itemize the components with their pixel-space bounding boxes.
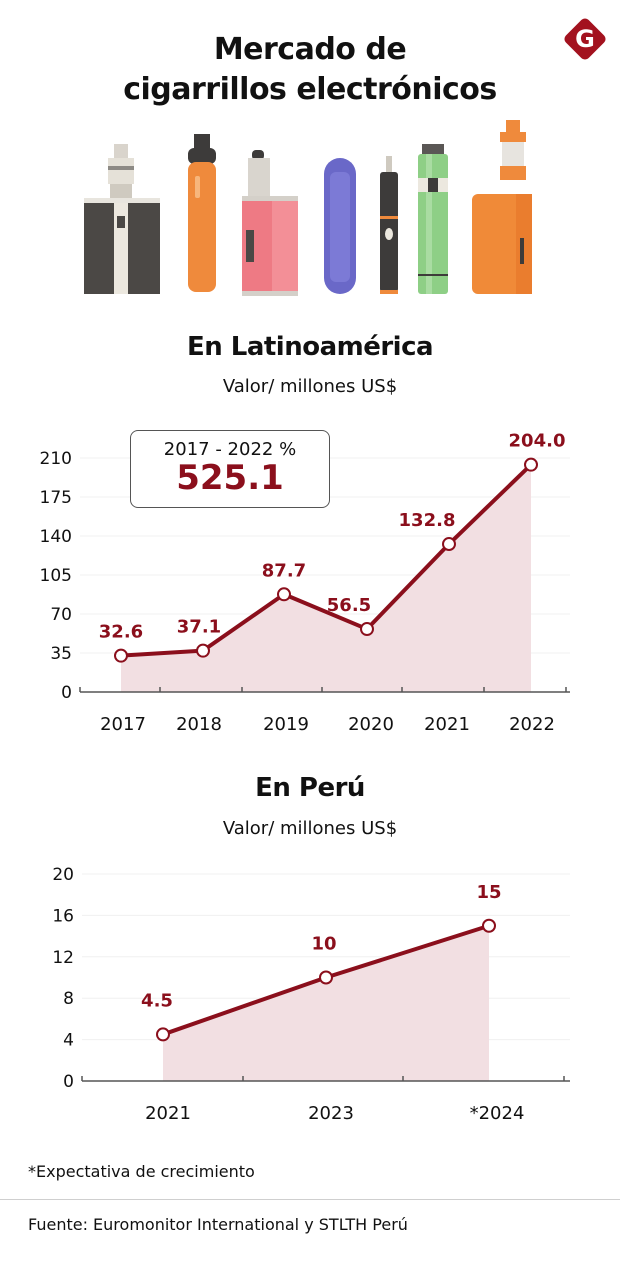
y-tick-label: 140 <box>40 527 72 547</box>
x-tick-label: 2019 <box>263 714 309 735</box>
y-tick-label: 20 <box>52 865 74 885</box>
growth-kpi-value: 525.1 <box>176 458 284 498</box>
peru-section-subtitle: Valor/ millones US$ <box>222 818 398 839</box>
x-tick-label: 2021 <box>145 1103 191 1124</box>
pod-vape-purple-icon <box>324 158 356 294</box>
data-point <box>524 457 538 472</box>
y-tick-label: 0 <box>63 1072 74 1092</box>
data-point <box>277 587 291 602</box>
y-tick-label: 4 <box>63 1031 74 1051</box>
x-tick-label: 2020 <box>348 714 394 735</box>
data-point <box>360 622 374 637</box>
data-label: 10 <box>311 934 336 955</box>
data-point <box>114 648 128 663</box>
x-tick-label: *2024 <box>470 1103 525 1124</box>
growth-kpi-box: 2017 - 2022 % 525.1 <box>130 430 330 508</box>
latam-section-subtitle: Valor/ millones US$ <box>222 376 398 397</box>
box-mod-pink-icon <box>242 150 298 296</box>
latam-chart-svg: 0 35 70 105 140 175 210 32.6 37.1 87.7 56.5 132.8 20… <box>40 431 570 735</box>
data-label: 4.5 <box>141 990 173 1011</box>
tube-mod-green-icon <box>418 144 448 294</box>
footnote: *Expectativa de crecimiento <box>28 1162 255 1181</box>
data-label: 15 <box>476 882 501 903</box>
data-label: 37.1 <box>177 617 221 638</box>
data-label: 87.7 <box>262 560 306 581</box>
svg-text:G: G <box>575 25 595 53</box>
data-label: 204.0 <box>509 431 566 452</box>
data-label: 32.6 <box>99 622 143 643</box>
y-tick-label: 210 <box>40 449 72 469</box>
series-line <box>120 463 533 658</box>
peru-section-title: En Perú <box>255 773 365 803</box>
latam-chart: 0 35 70 105 140 175 210 32.6 37.1 87.7 56.5 132.8 20… <box>0 420 620 750</box>
y-tick-label: 175 <box>40 488 72 508</box>
title-line-2: cigarrillos electrónicos <box>123 72 497 107</box>
x-tick-label: 2017 <box>100 714 146 735</box>
y-tick-label: 35 <box>50 644 72 664</box>
y-tick-label: 12 <box>52 948 74 968</box>
pen-vape-orange-icon <box>188 134 216 292</box>
box-mod-gray-icon <box>84 144 160 294</box>
area-fill <box>121 464 531 692</box>
vape-devices-illustration <box>84 120 532 296</box>
x-tick-label: 2021 <box>424 714 470 735</box>
data-label: 132.8 <box>399 510 456 531</box>
brand-logo-icon: G <box>564 18 606 60</box>
data-point <box>319 970 333 985</box>
data-point <box>156 1027 170 1042</box>
source-note: Fuente: Euromonitor International y STLT… <box>28 1215 408 1234</box>
data-label: 56.5 <box>327 595 371 616</box>
footer-divider <box>0 1199 620 1200</box>
y-tick-label: 8 <box>63 989 74 1009</box>
x-tick-label: 2023 <box>308 1103 354 1124</box>
data-point <box>482 918 496 933</box>
data-point <box>442 537 456 552</box>
title-line-1: Mercado de <box>213 32 407 67</box>
peru-chart-svg: 0 4 8 12 16 20 4.5 10 15 2021 2023 *2024 <box>52 865 570 1124</box>
y-tick-label: 16 <box>52 906 74 926</box>
pen-vape-black-icon <box>380 156 398 294</box>
page-title: Mercado de cigarrillos electrónicos <box>0 30 620 110</box>
latam-section-title: En Latinoamérica <box>186 332 434 362</box>
area-fill <box>163 925 489 1081</box>
x-tick-label: 2022 <box>509 714 555 735</box>
y-tick-label: 70 <box>50 605 72 625</box>
box-mod-orange-icon <box>472 120 532 294</box>
y-tick-label: 105 <box>40 566 72 586</box>
x-tick-label: 2018 <box>176 714 222 735</box>
data-point <box>196 643 210 658</box>
peru-chart: 0 4 8 12 16 20 4.5 10 15 2021 2023 *2024 <box>0 860 620 1130</box>
growth-kpi-label: 2017 - 2022 % <box>163 439 297 460</box>
y-tick-label: 0 <box>61 683 72 703</box>
